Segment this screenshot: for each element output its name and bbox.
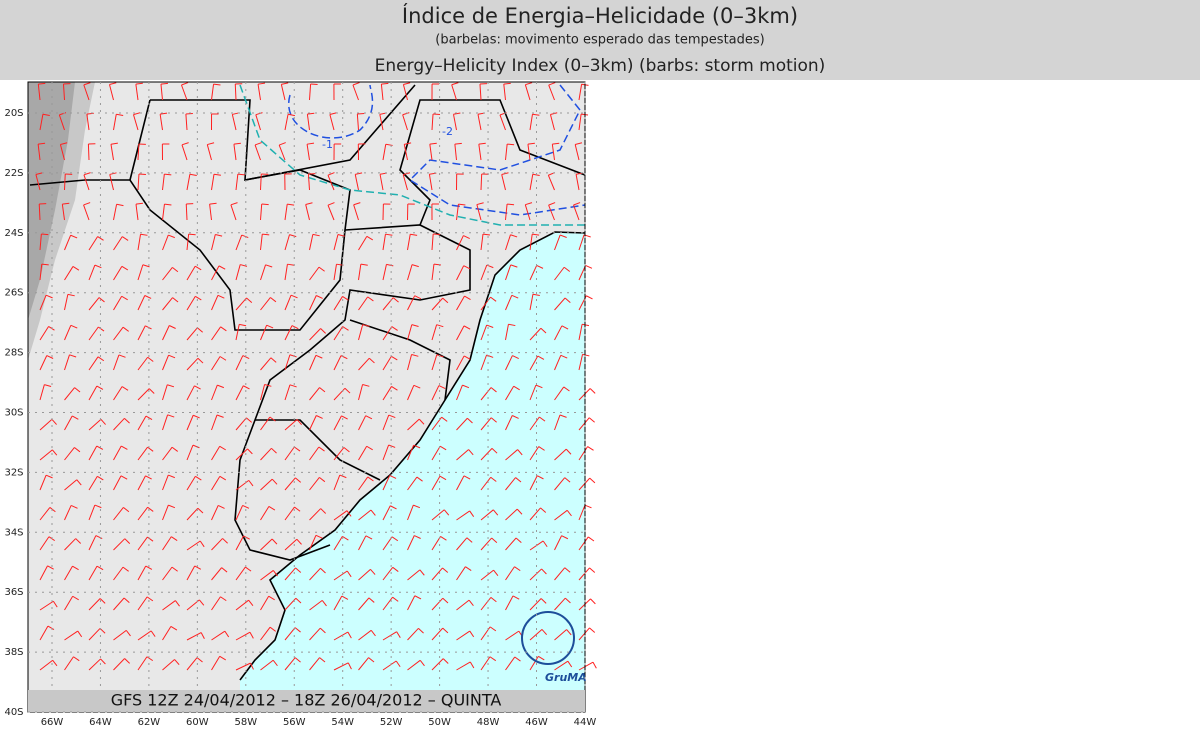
barb-staff: [481, 174, 482, 190]
lat-label: 34S: [4, 527, 23, 538]
barb-flag: [507, 204, 514, 205]
barb-flag: [586, 296, 592, 299]
lat-label: 20S: [4, 108, 23, 119]
lon-label: 56W: [283, 717, 306, 728]
lon-label: 46W: [525, 717, 548, 728]
barb-flag: [161, 83, 168, 84]
lat-label: 26S: [4, 288, 23, 299]
lon-label: 64W: [89, 717, 112, 728]
barb-flag: [357, 114, 364, 115]
logo-text: GruMA: [545, 671, 587, 684]
lat-label: 24S: [4, 228, 23, 239]
barb-flag: [433, 234, 440, 235]
barb-flag: [590, 478, 595, 483]
lon-label: 62W: [138, 717, 161, 728]
map: -1 -2 GruMA GFS 12Z 24/04/2012 – 18Z 26/…: [28, 82, 596, 712]
lon-label: 48W: [477, 717, 500, 728]
title: Índice de Energia–Helicidade (0–3km): [402, 3, 798, 28]
barb-flag: [589, 418, 594, 422]
barb-flag: [588, 447, 594, 451]
lon-label: 52W: [380, 717, 403, 728]
barb-flag: [589, 628, 594, 633]
lon-label: 58W: [234, 717, 257, 728]
barb-flag: [262, 204, 269, 205]
lon-label: 44W: [574, 717, 597, 728]
barb-staff: [88, 144, 89, 160]
lon-label: 60W: [186, 717, 209, 728]
barb-flag: [590, 599, 595, 604]
title-en: Energy–Helicity Index (0–3km) (barbs: st…: [375, 56, 826, 76]
barb-flag: [381, 83, 388, 84]
barb-flag: [590, 389, 595, 394]
lat-label: 28S: [4, 348, 23, 359]
barb-flag: [585, 505, 591, 508]
lon-label: 54W: [331, 717, 354, 728]
lat-label: 32S: [4, 467, 23, 478]
lat-label: 30S: [4, 408, 23, 419]
subtitle: (barbelas: movimento esperado das tempes…: [435, 33, 765, 48]
barb-flag: [593, 662, 596, 668]
barb-flag: [586, 265, 592, 268]
barb-flag: [588, 537, 594, 541]
barb-flag: [41, 234, 48, 235]
lon-label: 66W: [41, 717, 64, 728]
lat-label: 22S: [4, 168, 23, 179]
lon-label: 50W: [428, 717, 451, 728]
barb-flag: [589, 568, 594, 573]
barb-flag: [455, 143, 462, 144]
lat-label: 40S: [4, 707, 23, 718]
lat-label: 38S: [4, 647, 23, 658]
lat-label: 36S: [4, 587, 23, 598]
contour-label: -1: [322, 138, 333, 151]
footer: GFS 12Z 24/04/2012 – 18Z 26/04/2012 – QU…: [111, 691, 502, 710]
contour-label: -2: [442, 125, 453, 138]
